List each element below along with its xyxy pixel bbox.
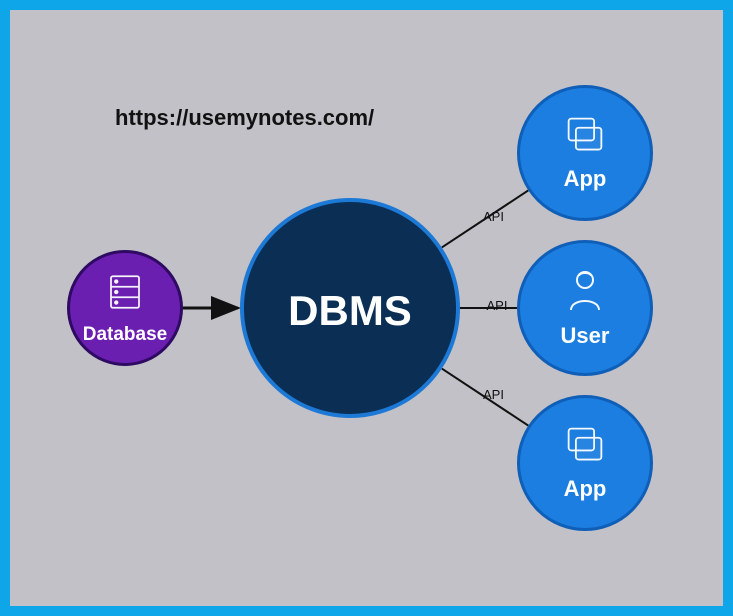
windows-icon (563, 115, 607, 160)
node-database: Database (67, 250, 183, 366)
node-app_top: App (517, 85, 653, 221)
node-app_bottom-label: App (564, 476, 607, 502)
edge-label-2: API (487, 298, 508, 313)
node-database-label: Database (83, 324, 168, 346)
node-user-label: User (561, 323, 610, 349)
node-dbms-label: DBMS (288, 287, 412, 335)
node-app_bottom: App (517, 395, 653, 531)
node-dbms: DBMS (240, 198, 460, 418)
node-user: User (517, 240, 653, 376)
source-url: https://usemynotes.com/ (115, 105, 374, 131)
database-icon (104, 271, 146, 318)
windows-icon (563, 425, 607, 470)
node-app_top-label: App (564, 166, 607, 192)
edge-label-3: API (483, 387, 504, 402)
edge-label-1: API (483, 209, 504, 224)
user-icon (565, 268, 605, 317)
